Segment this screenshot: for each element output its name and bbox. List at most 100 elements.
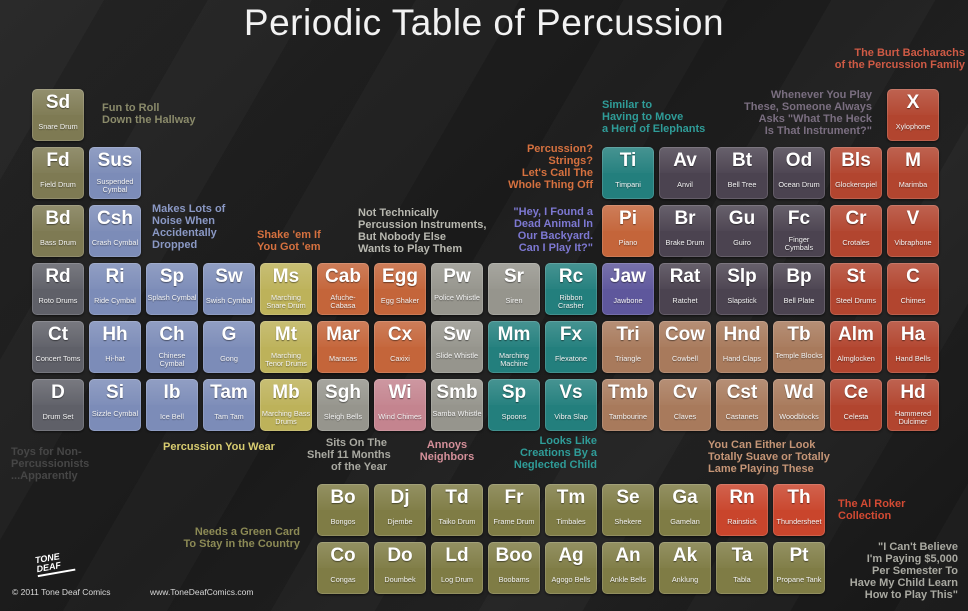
element-symbol: Vs	[559, 382, 583, 403]
element-name: Temple Blocks	[775, 351, 823, 360]
label-green-card: Needs a Green Card To Stay in the Countr…	[183, 526, 300, 550]
element-tile-wi: Wi Wind Chimes	[374, 379, 426, 431]
element-symbol: Tam	[210, 382, 248, 403]
element-symbol: Co	[330, 545, 356, 566]
label-paying: "I Can't Believe I'm Paying $5,000 Per S…	[849, 541, 958, 601]
element-tile-bo: Bo Bongos	[317, 484, 369, 536]
element-symbol: Ms	[272, 266, 300, 287]
element-name: Wind Chimes	[378, 412, 422, 421]
element-tile-gu: Gu Guiro	[716, 205, 768, 257]
element-symbol: Tri	[616, 324, 640, 345]
element-tile-smb: Smb Samba Whistle	[431, 379, 483, 431]
element-symbol: Pi	[619, 208, 637, 229]
element-name: Hand Bells	[895, 354, 931, 363]
element-tile-csh: Csh Crash Cymbal	[89, 205, 141, 257]
element-name: Tabla	[733, 575, 751, 584]
element-name: Woodblocks	[779, 412, 819, 421]
element-tile-tam: Tam Tam Tam	[203, 379, 255, 431]
element-tile-fr: Fr Frame Drum	[488, 484, 540, 536]
element-name: Maracas	[329, 354, 357, 363]
element-symbol: C	[906, 266, 920, 287]
element-name: Field Drum	[40, 180, 76, 189]
element-tile-od: Od Ocean Drum	[773, 147, 825, 199]
footer-copyright: © 2011 Tone Deaf Comics	[12, 587, 111, 597]
element-name: Marching Tenor Drums	[265, 351, 307, 368]
element-name: Tam Tam	[214, 412, 244, 421]
element-symbol: Egg	[382, 266, 418, 287]
element-symbol: Slp	[727, 266, 757, 287]
element-symbol: Ak	[672, 545, 698, 566]
element-tile-tmb: Tmb Tambourine	[602, 379, 654, 431]
label-shake: Shake 'em If You Got 'em	[257, 229, 321, 253]
element-symbol: Sp	[501, 382, 527, 403]
label-bacharach: The Burt Bacharachs of the Percussion Fa…	[834, 47, 965, 71]
label-shelf: Sits On The Shelf 11 Months of the Year	[307, 437, 391, 473]
element-symbol: Bt	[731, 150, 753, 171]
element-name: Swish Cymbal	[205, 296, 253, 305]
element-tile-ga: Ga Gamelan	[659, 484, 711, 536]
element-name: Glockenspiel	[835, 180, 877, 189]
element-name: Hammered Dulcimer	[894, 409, 932, 426]
element-symbol: Bd	[45, 208, 71, 229]
element-symbol: Boo	[495, 545, 533, 566]
label-whenever: Whenever You Play These, Someone Always …	[744, 89, 872, 137]
element-name: Tambourine	[608, 412, 648, 421]
element-name: Ride Cymbal	[94, 296, 136, 305]
element-tile-ch: Ch Chinese Cymbal	[146, 321, 198, 373]
element-name: Doumbek	[384, 575, 416, 584]
element-tile-sw: Sw Swish Cymbal	[203, 263, 255, 315]
element-tile-g: G Gong	[203, 321, 255, 373]
element-symbol: Sp	[159, 266, 185, 287]
element-name: Ocean Drum	[778, 180, 820, 189]
element-tile-sr: Sr Siren	[488, 263, 540, 315]
element-symbol: Pt	[789, 545, 809, 566]
label-fun-to-roll: Fun to Roll Down the Hallway	[102, 102, 196, 126]
element-name: Taiko Drum	[438, 517, 476, 526]
element-symbol: Fc	[787, 208, 811, 229]
element-symbol: Rd	[45, 266, 71, 287]
poster-title: Periodic Table of Percussion	[243, 2, 725, 43]
element-tile-x: X Xylophone	[887, 89, 939, 141]
label-dead-animal: "Hey, I Found a Dead Animal In Our Backy…	[513, 206, 593, 254]
element-tile-pt: Pt Propane Tank	[773, 542, 825, 594]
element-symbol: Hnd	[723, 324, 761, 345]
element-tile-bd: Bd Bass Drum	[32, 205, 84, 257]
element-symbol: Si	[106, 382, 124, 403]
element-tile-v: V Vibraphone	[887, 205, 939, 257]
label-not-technically: Not Technically Percussion Instruments, …	[358, 207, 487, 255]
element-symbol: Ga	[672, 487, 698, 508]
element-tile-cr: Cr Crotales	[830, 205, 882, 257]
element-name: Log Drum	[440, 575, 474, 584]
element-name: Chimes	[900, 296, 926, 305]
element-name: Anklung	[671, 575, 699, 584]
element-tile-hnd: Hnd Hand Claps	[716, 321, 768, 373]
label-wear: Percussion You Wear	[163, 441, 275, 453]
element-tile-cst: Cst Castanets	[716, 379, 768, 431]
element-name: Djembe	[387, 517, 413, 526]
element-tile-cx: Cx Caxixi	[374, 321, 426, 373]
element-tile-do: Do Doumbek	[374, 542, 426, 594]
element-name: Claves	[673, 412, 697, 421]
element-symbol: Hh	[102, 324, 128, 345]
element-symbol: Smb	[436, 382, 478, 403]
element-symbol: Td	[445, 487, 469, 508]
element-symbol: Rc	[558, 266, 584, 287]
element-tile-si: Si Sizzle Cymbal	[89, 379, 141, 431]
element-symbol: Fx	[559, 324, 583, 345]
element-name: Marching Snare Drum	[266, 293, 306, 310]
element-tile-fc: Fc Finger Cymbals	[773, 205, 825, 257]
element-symbol: Av	[673, 150, 697, 171]
element-name: Timpani	[615, 180, 641, 189]
element-tile-bp: Bp Bell Plate	[773, 263, 825, 315]
element-name: Steel Drums	[835, 296, 877, 305]
element-name: Hi-hat	[105, 354, 125, 363]
element-symbol: Ib	[163, 382, 181, 403]
element-symbol: Gu	[728, 208, 756, 229]
element-symbol: X	[906, 92, 920, 113]
footer-url[interactable]: www.ToneDeafComics.com	[150, 587, 254, 597]
element-symbol: Cab	[325, 266, 361, 287]
element-name: Piano	[618, 238, 638, 247]
element-name: Gong	[220, 354, 238, 363]
element-name: Ice Bell	[160, 412, 184, 421]
element-symbol: Mm	[497, 324, 531, 345]
